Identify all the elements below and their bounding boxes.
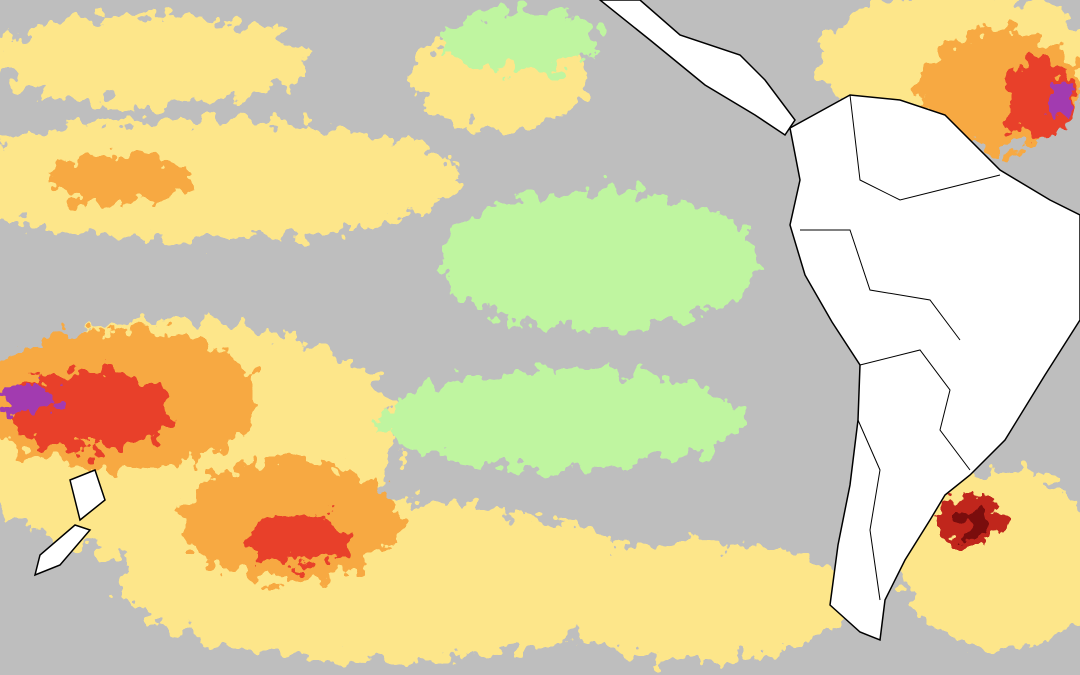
border [800,229,961,341]
border [857,419,881,601]
hot-area [50,155,190,205]
central-america [598,0,796,137]
extreme-area [0,385,60,415]
border [849,94,1001,201]
borders [800,94,1001,601]
south-america [789,94,1080,642]
warm-band [0,15,310,105]
very-hot-area [1005,60,1075,140]
cool-area [440,10,600,70]
cool-area [380,370,740,470]
warm-band [0,120,460,240]
extreme-area [960,505,990,535]
new-zealand-north [69,469,106,522]
new-zealand-south [33,524,92,577]
anomaly-field [0,0,1080,660]
cool-area [440,190,760,330]
extreme-area [1048,80,1072,120]
land [33,0,1080,642]
warm-band [550,540,850,660]
border [859,349,971,471]
very-hot-area [250,515,350,565]
